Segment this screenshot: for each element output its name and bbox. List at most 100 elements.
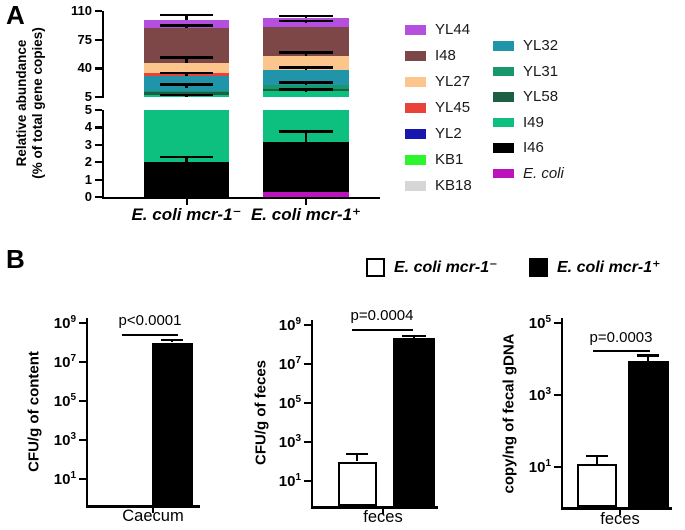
y-axis-title: copy/ng of fecal gDNA (500, 333, 518, 494)
stack-segment-I46 (144, 162, 229, 197)
b-legend-label-1: E. coli mcr-1⁺ (557, 259, 661, 276)
legend-label-I46: I46 (523, 139, 544, 156)
error-bar-cap (586, 454, 608, 458)
legend-label-I48: I48 (435, 47, 456, 64)
legend-swatch-E--coli (493, 168, 514, 178)
panel-a-y-axis-title: Relative abundance (% of total gene copi… (14, 3, 46, 203)
y-tick-mark (95, 38, 102, 41)
y-tick-label: 101 (528, 458, 551, 476)
error-bar-stem (304, 89, 308, 93)
error-bar-cap (279, 130, 333, 134)
y-tick-mark (78, 478, 86, 481)
error-bar-cap (160, 13, 213, 17)
stack-segment-YL31 (144, 90, 229, 93)
error-bar-cap (346, 452, 368, 455)
bars-window-upper (106, 11, 380, 97)
x-axis-label: feces (600, 510, 640, 528)
p-value: p=0.0004 (350, 307, 414, 324)
y-axis-line (310, 320, 313, 506)
error-bar-stem (304, 20, 308, 24)
error-bar-stem (412, 335, 416, 339)
y-tick-label: 105 (528, 314, 551, 332)
y-tick-mark (303, 480, 311, 483)
legend-label-YL32: YL32 (523, 37, 559, 54)
stack-segment-YL31 (263, 85, 349, 90)
legend-label-YL45: YL45 (435, 99, 471, 116)
legend-swatch-YL32 (493, 41, 514, 51)
y-tick-mark (95, 109, 102, 112)
bar-mcr1-neg (577, 464, 617, 507)
error-bar-stem (170, 339, 174, 343)
y-axis-title: CFU/g of feces (252, 360, 270, 466)
b-legend-swatch-0 (366, 258, 385, 277)
x-axis-line (102, 197, 380, 200)
x-axis-center-tick (382, 508, 385, 514)
y-tick-mark (78, 322, 86, 325)
stack-segment-YL44 (144, 20, 229, 28)
error-bar-stem (185, 15, 188, 20)
error-bar-stem (304, 15, 308, 19)
error-bar-stem (304, 82, 308, 86)
error-bar-stem (185, 84, 188, 88)
x-axis-line (560, 507, 672, 510)
y-axis-line (85, 318, 88, 505)
significance-line (352, 329, 413, 332)
bar-mcr1-pos (627, 360, 669, 507)
legend-swatch-I46 (493, 143, 514, 153)
legend-label-YL44: YL44 (435, 21, 471, 38)
legend-label-KB18: KB18 (435, 177, 472, 194)
y-tick-label: 109 (278, 316, 301, 334)
bars-window-lower (106, 110, 380, 197)
y-tick-label: 4 (84, 119, 92, 135)
y-tick-label: 1 (84, 171, 92, 187)
error-bar-stem (304, 67, 308, 71)
stack-segment-E--coli (263, 191, 349, 197)
x-axis-center-tick (152, 507, 155, 513)
y-tick-mark (95, 10, 102, 13)
x-category-label-0: E. coli mcr-1⁻ (131, 205, 242, 224)
error-bar-stem (304, 52, 308, 56)
stack-segment-YL32 (144, 75, 229, 91)
y-tick-label: 75 (77, 31, 92, 47)
x-axis-label: feces (363, 508, 403, 526)
x-axis-label: Caecum (122, 507, 184, 525)
legend-label-I49: I49 (523, 113, 544, 131)
y-tick-label: 105 (278, 394, 301, 412)
error-bar-stem (595, 456, 599, 465)
legend-label-YL31: YL31 (523, 62, 559, 80)
legend-swatch-YL2 (405, 129, 426, 139)
y-tick-mark (95, 96, 102, 99)
x-axis-center-tick (619, 509, 622, 515)
legend-swatch-KB18 (405, 181, 426, 191)
y-tick-label: 109 (53, 314, 76, 332)
y-tick-label: 107 (278, 355, 301, 373)
x-axis-line (85, 505, 200, 508)
stack-segment-YL27 (144, 62, 229, 74)
b-legend-label-0: E. coli mcr-1⁻ (394, 259, 498, 276)
stack-segment-I49 (263, 91, 349, 97)
stack-segment-I48 (263, 27, 349, 56)
y-axis-line-lower (102, 110, 105, 198)
error-bar-cap (279, 19, 333, 23)
y-tick-label: 5 (84, 89, 92, 104)
legend-label-KB1: KB1 (435, 151, 464, 168)
error-bar-stem (304, 131, 308, 143)
y-tick-mark (303, 363, 311, 366)
y-axis-line-upper (102, 11, 105, 98)
y-tick-mark (95, 67, 102, 70)
y-tick-mark (95, 196, 102, 199)
x-axis-line (310, 506, 438, 509)
legend-label-YL27: YL27 (435, 73, 471, 90)
y-tick-label: 3 (84, 136, 92, 152)
y-tick-mark (95, 143, 102, 146)
y-tick-label: 101 (278, 472, 301, 490)
error-bar-cap (636, 354, 660, 357)
stack-segment-I49 (144, 110, 229, 163)
legend-swatch-I48 (405, 51, 426, 61)
legend-swatch-YL58 (493, 92, 514, 102)
y-tick-label: 105 (53, 392, 76, 410)
stack-segment-YL58 (144, 92, 229, 95)
y-axis-title: CFU/g of content (25, 351, 43, 472)
x-category-tick (185, 199, 188, 206)
